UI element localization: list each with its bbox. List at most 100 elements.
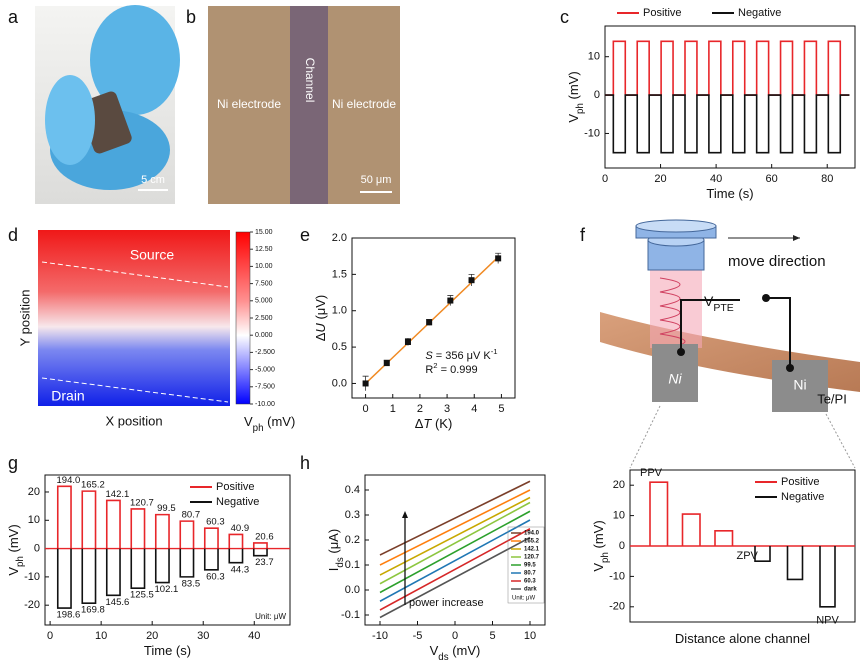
- pulse: [228, 548, 244, 564]
- colorbar-tick-label: -2.500: [255, 349, 275, 356]
- panel-label: c: [560, 7, 569, 27]
- text-part: ph: [575, 103, 586, 114]
- colorbar-label: Vph (mV): [244, 414, 295, 434]
- point: [404, 339, 411, 345]
- electrode-label: Ni electrode: [217, 97, 281, 111]
- x-axis-label: Time (s): [144, 643, 191, 658]
- pulse-label: 198.6: [57, 610, 81, 621]
- colorbar-tick-label: -7.500: [255, 384, 275, 391]
- text-part: ph: [15, 556, 26, 567]
- x-axis-label: Vds (mV): [430, 643, 481, 663]
- colorbar: [235, 231, 251, 405]
- contact: [677, 348, 685, 356]
- y-tick-label: 10: [588, 51, 600, 63]
- pulse-label: 145.6: [106, 597, 130, 608]
- y-tick-label: 1.5: [332, 268, 347, 280]
- text-part: -1: [491, 347, 498, 356]
- source-label: Source: [130, 247, 175, 263]
- panel-d: Source Drain X position Y position: [17, 230, 251, 428]
- legend-label: 80.7: [524, 571, 536, 577]
- text-part: Δ: [313, 332, 328, 341]
- text-part: T: [423, 416, 432, 431]
- y-axis-label: Vph (mV): [566, 71, 586, 122]
- y-tick-label: 0.0: [332, 377, 347, 389]
- point: [447, 297, 454, 304]
- pulse: [154, 513, 170, 549]
- pulse: [56, 548, 72, 609]
- y-tick-label: 0.0: [345, 584, 360, 596]
- text-part: R: [425, 364, 433, 376]
- text-part: (mV): [591, 520, 606, 552]
- pulse: [81, 490, 97, 549]
- pulse: [714, 529, 734, 546]
- annotation: S = 356 μV K-1: [425, 347, 497, 362]
- text-part: U: [313, 323, 328, 333]
- legend-label: Positive: [781, 476, 820, 488]
- text-part: (μV): [313, 295, 328, 323]
- x-tick-label: 60: [766, 173, 778, 185]
- pulse-label: 169.8: [81, 605, 105, 616]
- panel-label: e: [300, 225, 310, 245]
- wire: [680, 299, 740, 352]
- point: [468, 277, 475, 284]
- photo-b: Ni electrode Channel Ni electrode 50 μm: [208, 6, 400, 204]
- pulse: [56, 485, 72, 549]
- y-tick-label: 20: [613, 479, 625, 491]
- text-part: Time (s): [144, 643, 191, 658]
- x-tick-label: 5: [498, 403, 504, 415]
- move-label: move direction: [728, 253, 826, 270]
- y-tick-label: 10: [28, 514, 40, 526]
- pulse-label: 80.7: [182, 510, 201, 521]
- x-axis-label: X position: [105, 413, 162, 428]
- y-tick-label: 20: [28, 486, 40, 498]
- laser: [650, 270, 702, 348]
- pulse-label: 165.2: [81, 480, 105, 491]
- x-tick-label: 3: [444, 403, 450, 415]
- x-tick-label: -5: [413, 630, 423, 642]
- y-tick-label: 0.2: [345, 534, 360, 546]
- pad: [652, 344, 698, 402]
- y-axis-label: Vph (mV): [591, 520, 611, 571]
- y-tick-label: -20: [609, 601, 625, 613]
- photo-a: 5 cm: [35, 5, 180, 204]
- x-tick-label: 0: [47, 630, 53, 642]
- text-part: (mV): [264, 414, 296, 429]
- y-tick-label: 0.1: [345, 559, 360, 571]
- text-part: V: [430, 643, 439, 658]
- wire: [766, 297, 791, 368]
- pulse-label: 102.1: [155, 584, 179, 595]
- pulse-label: 125.5: [130, 590, 154, 601]
- colorbar-tick-label: 7.500: [255, 280, 273, 287]
- colorbar-tick-label: 15.00: [255, 229, 273, 236]
- x-tick-label: 5: [489, 630, 495, 642]
- pulse: [228, 533, 244, 549]
- point: [426, 319, 433, 326]
- text-part: V: [704, 293, 714, 309]
- y-tick-label: 10: [613, 510, 625, 522]
- pulse: [786, 546, 804, 581]
- series-line: [379, 489, 531, 566]
- pulse-label: 20.6: [255, 531, 274, 542]
- x-tick-label: 0: [452, 630, 458, 642]
- pad-label: Ni: [793, 377, 806, 393]
- colorbar-tick-label: 5.000: [255, 298, 273, 305]
- legend-label: 120.7: [524, 555, 540, 561]
- x-tick-label: 1: [390, 403, 396, 415]
- pulse: [179, 548, 195, 578]
- x-tick-label: 80: [821, 173, 833, 185]
- pulse-label: 40.9: [231, 523, 250, 534]
- y-tick-label: -20: [24, 599, 40, 611]
- y-tick-label: -0.1: [341, 609, 360, 621]
- colorbar-tick-label: 10.00: [255, 263, 273, 270]
- x-tick-label: 10: [95, 630, 107, 642]
- pulse: [130, 548, 146, 590]
- pulse: [105, 499, 121, 549]
- text-part: V: [591, 563, 606, 572]
- x-tick-label: 2: [417, 403, 423, 415]
- pad: [772, 360, 828, 412]
- text-part: (mV): [449, 643, 481, 658]
- legend-label: 142.1: [524, 547, 540, 553]
- panel-label: a: [8, 7, 19, 27]
- text-part: PTE: [713, 302, 733, 314]
- text-part: ph: [600, 552, 611, 563]
